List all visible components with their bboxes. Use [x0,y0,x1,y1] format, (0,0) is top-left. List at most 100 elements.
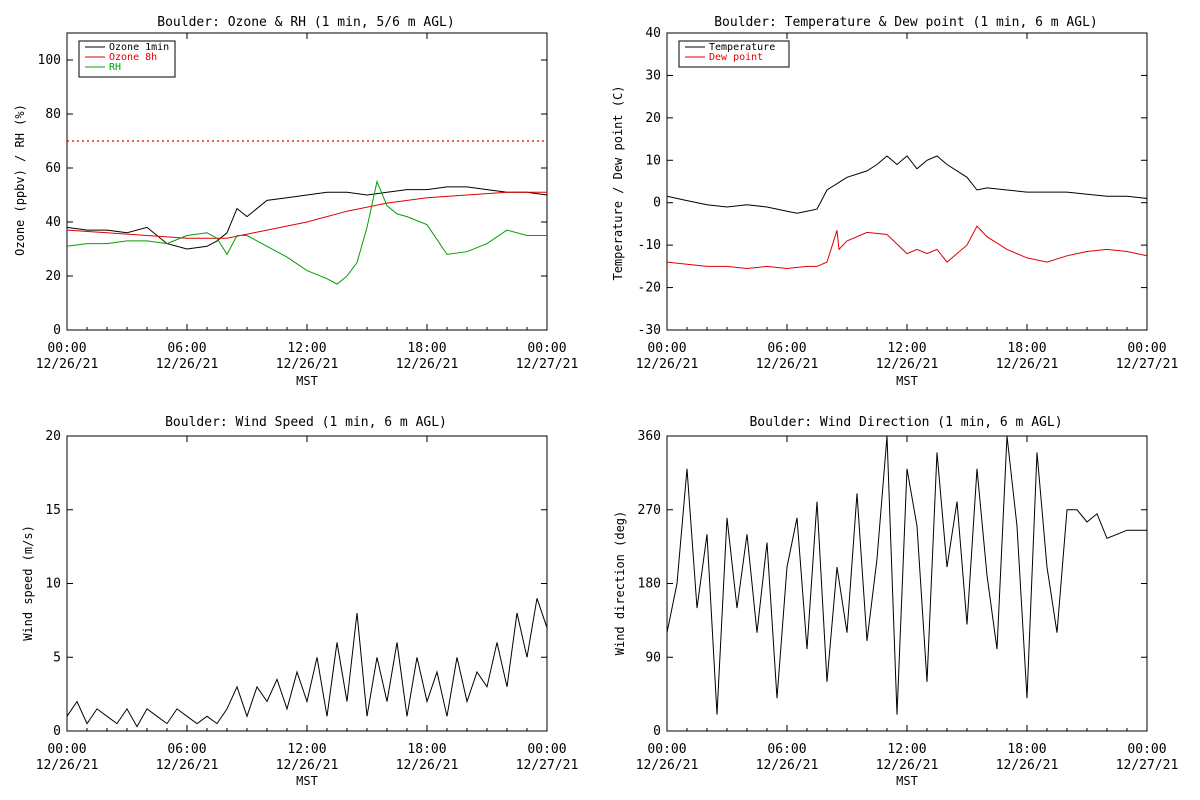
chart-title: Boulder: Temperature & Dew point (1 min,… [714,15,1098,30]
legend-label: RH [109,62,121,73]
plot-frame [666,32,1148,331]
x-tick-label-date: 12/27/21 [1116,758,1179,773]
panel-wind-speed: Boulder: Wind Speed (1 min, 6 m AGL) 0 5 1… [21,415,578,788]
x-tick-label-date: 12/26/21 [756,357,819,372]
y-tick-label: 180 [638,577,661,592]
x-tick-label-date: 12/26/21 [876,758,939,773]
x-tick-label-date: 12/26/21 [876,357,939,372]
series-line-1 [66,191,547,239]
y-tick-label: 40 [45,215,61,230]
y-tick-label: 20 [45,429,61,444]
x-tick-label-time: 00:00 [647,742,686,757]
x-tick-label-time: 00:00 [1127,742,1166,757]
y-tick-label: 30 [645,68,661,83]
x-tick-label-time: 00:00 [47,341,86,356]
x-tick-label-time: 12:00 [287,742,326,757]
x-tick-label-date: 12/26/21 [156,357,219,372]
y-axis-label: Temperature / Dew point (C) [611,85,625,280]
y-axis-label: Ozone (ppbv) / RH (%) [13,104,27,256]
x-tick-label-time: 12:00 [887,742,926,757]
x-tick-label-time: 18:00 [1007,341,1046,356]
panel-temperature-dewpoint: Boulder: Temperature & Dew point (1 min,… [611,15,1178,388]
y-tick-label: 10 [645,153,661,168]
x-tick-label-time: 18:00 [1007,742,1046,757]
x-tick-label-date: 12/26/21 [36,758,99,773]
legend-label: Dew point [709,52,763,63]
x-tick-label-time: 06:00 [767,742,806,757]
x-tick-label-date: 12/26/21 [396,758,459,773]
x-tick-label-time: 12:00 [887,341,926,356]
plot-frame [66,32,548,331]
chart-title: Boulder: Wind Speed (1 min, 6 m AGL) [165,415,447,430]
x-tick-label-time: 18:00 [407,742,446,757]
x-tick-label-time: 00:00 [47,742,86,757]
y-tick-label: 0 [53,323,61,338]
panel-ozone-rh: Boulder: Ozone & RH (1 min, 5/6 m AGL) 0… [13,15,578,388]
y-tick-label: 15 [45,503,61,518]
y-tick-label: 0 [653,724,661,739]
y-tick-label: 20 [45,269,61,284]
chart-title: Boulder: Ozone & RH (1 min, 5/6 m AGL) [157,15,454,30]
x-tick-label-time: 18:00 [407,341,446,356]
x-tick-label-time: 06:00 [767,341,806,356]
plot-frame [66,435,548,732]
chart-title: Boulder: Wind Direction (1 min, 6 m AGL) [749,415,1062,430]
x-tick-label-date: 12/26/21 [756,758,819,773]
x-tick-label-date: 12/27/21 [1116,357,1179,372]
y-tick-label: 90 [645,650,661,665]
y-tick-label: 360 [638,429,661,444]
legend-box [678,40,790,68]
axes: 02040608010000:0012/26/2106:0012/26/2112… [36,32,578,372]
series-layer [66,598,548,728]
x-tick-label-date: 12/26/21 [636,357,699,372]
series-line-0 [66,186,548,250]
x-tick-label-date: 12/26/21 [996,758,1059,773]
axes: 09018027036000:0012/26/2106:0012/26/2112… [636,429,1179,773]
x-tick-label-time: 06:00 [167,341,206,356]
series-line-0 [666,435,1147,715]
legend-label: Ozone 1min [109,42,169,53]
series-line-2 [66,179,547,285]
x-tick-label-time: 00:00 [527,742,566,757]
x-tick-label-time: 00:00 [1127,341,1166,356]
series-line-0 [66,598,548,728]
y-tick-label: 100 [38,53,61,68]
x-tick-label-date: 12/26/21 [276,758,339,773]
x-tick-label-date: 12/26/21 [276,357,339,372]
x-tick-label-time: 06:00 [167,742,206,757]
x-tick-label-date: 12/26/21 [156,758,219,773]
y-tick-label: 80 [45,107,61,122]
x-axis-label: MST [296,774,318,788]
series-line-0 [666,155,1148,214]
y-tick-label: 270 [638,503,661,518]
axes: 0510152000:0012/26/2106:0012/26/2112:001… [36,429,579,773]
y-tick-label: 60 [45,161,61,176]
y-tick-label: 40 [645,26,661,41]
legend-label: Temperature [709,42,775,53]
x-axis-label: MST [296,374,318,388]
x-axis-label: MST [896,774,918,788]
y-axis-label: Wind direction (deg) [613,511,627,656]
x-tick-label-date: 12/26/21 [36,357,99,372]
legend-label: Ozone 8h [109,52,157,63]
series-layer [66,140,548,285]
series-layer [666,435,1147,715]
y-tick-label: 0 [53,724,61,739]
y-tick-label: 10 [45,577,61,592]
x-tick-label-time: 12:00 [287,341,326,356]
y-tick-label: 0 [653,196,661,211]
panel-wind-direction: Boulder: Wind Direction (1 min, 6 m AGL)… [613,415,1178,788]
y-tick-label: 20 [645,111,661,126]
y-tick-label: 5 [53,650,61,665]
y-axis-label: Wind speed (m/s) [21,525,35,641]
axes: -30-20-1001020304000:0012/26/2106:0012/2… [636,26,1179,372]
x-tick-label-date: 12/26/21 [636,758,699,773]
y-tick-label: -10 [638,238,661,253]
y-tick-label: -30 [638,323,661,338]
series-line-1 [666,225,1148,270]
x-tick-label-date: 12/27/21 [516,758,579,773]
x-tick-label-date: 12/26/21 [396,357,459,372]
